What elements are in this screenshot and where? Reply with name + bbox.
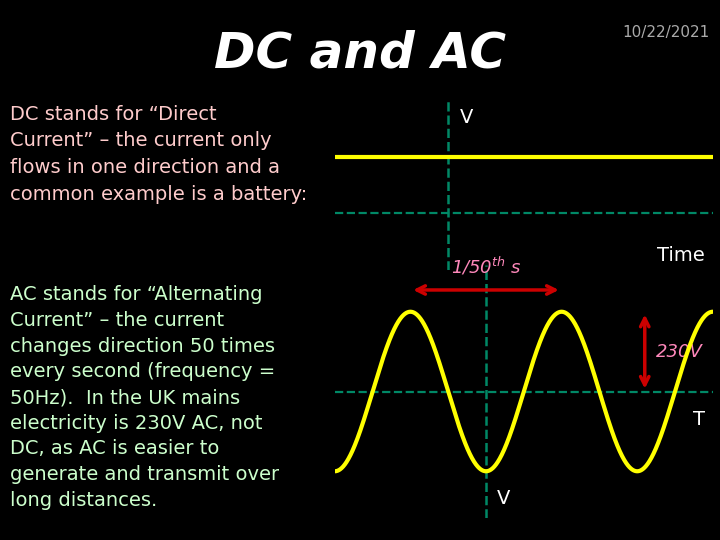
Text: 10/22/2021: 10/22/2021 <box>623 25 710 40</box>
Text: T: T <box>693 410 706 429</box>
Text: V: V <box>498 489 510 508</box>
Text: V: V <box>459 109 473 127</box>
Text: DC stands for “Direct
Current” – the current only
flows in one direction and a
c: DC stands for “Direct Current” – the cur… <box>10 105 307 204</box>
Text: 230V: 230V <box>656 342 703 361</box>
Text: DC and AC: DC and AC <box>214 30 506 78</box>
Text: Time: Time <box>657 246 706 265</box>
Text: AC stands for “Alternating
Current” – the current
changes direction 50 times
eve: AC stands for “Alternating Current” – th… <box>10 285 279 510</box>
Text: 1/50$^{th}$ s: 1/50$^{th}$ s <box>451 255 521 278</box>
